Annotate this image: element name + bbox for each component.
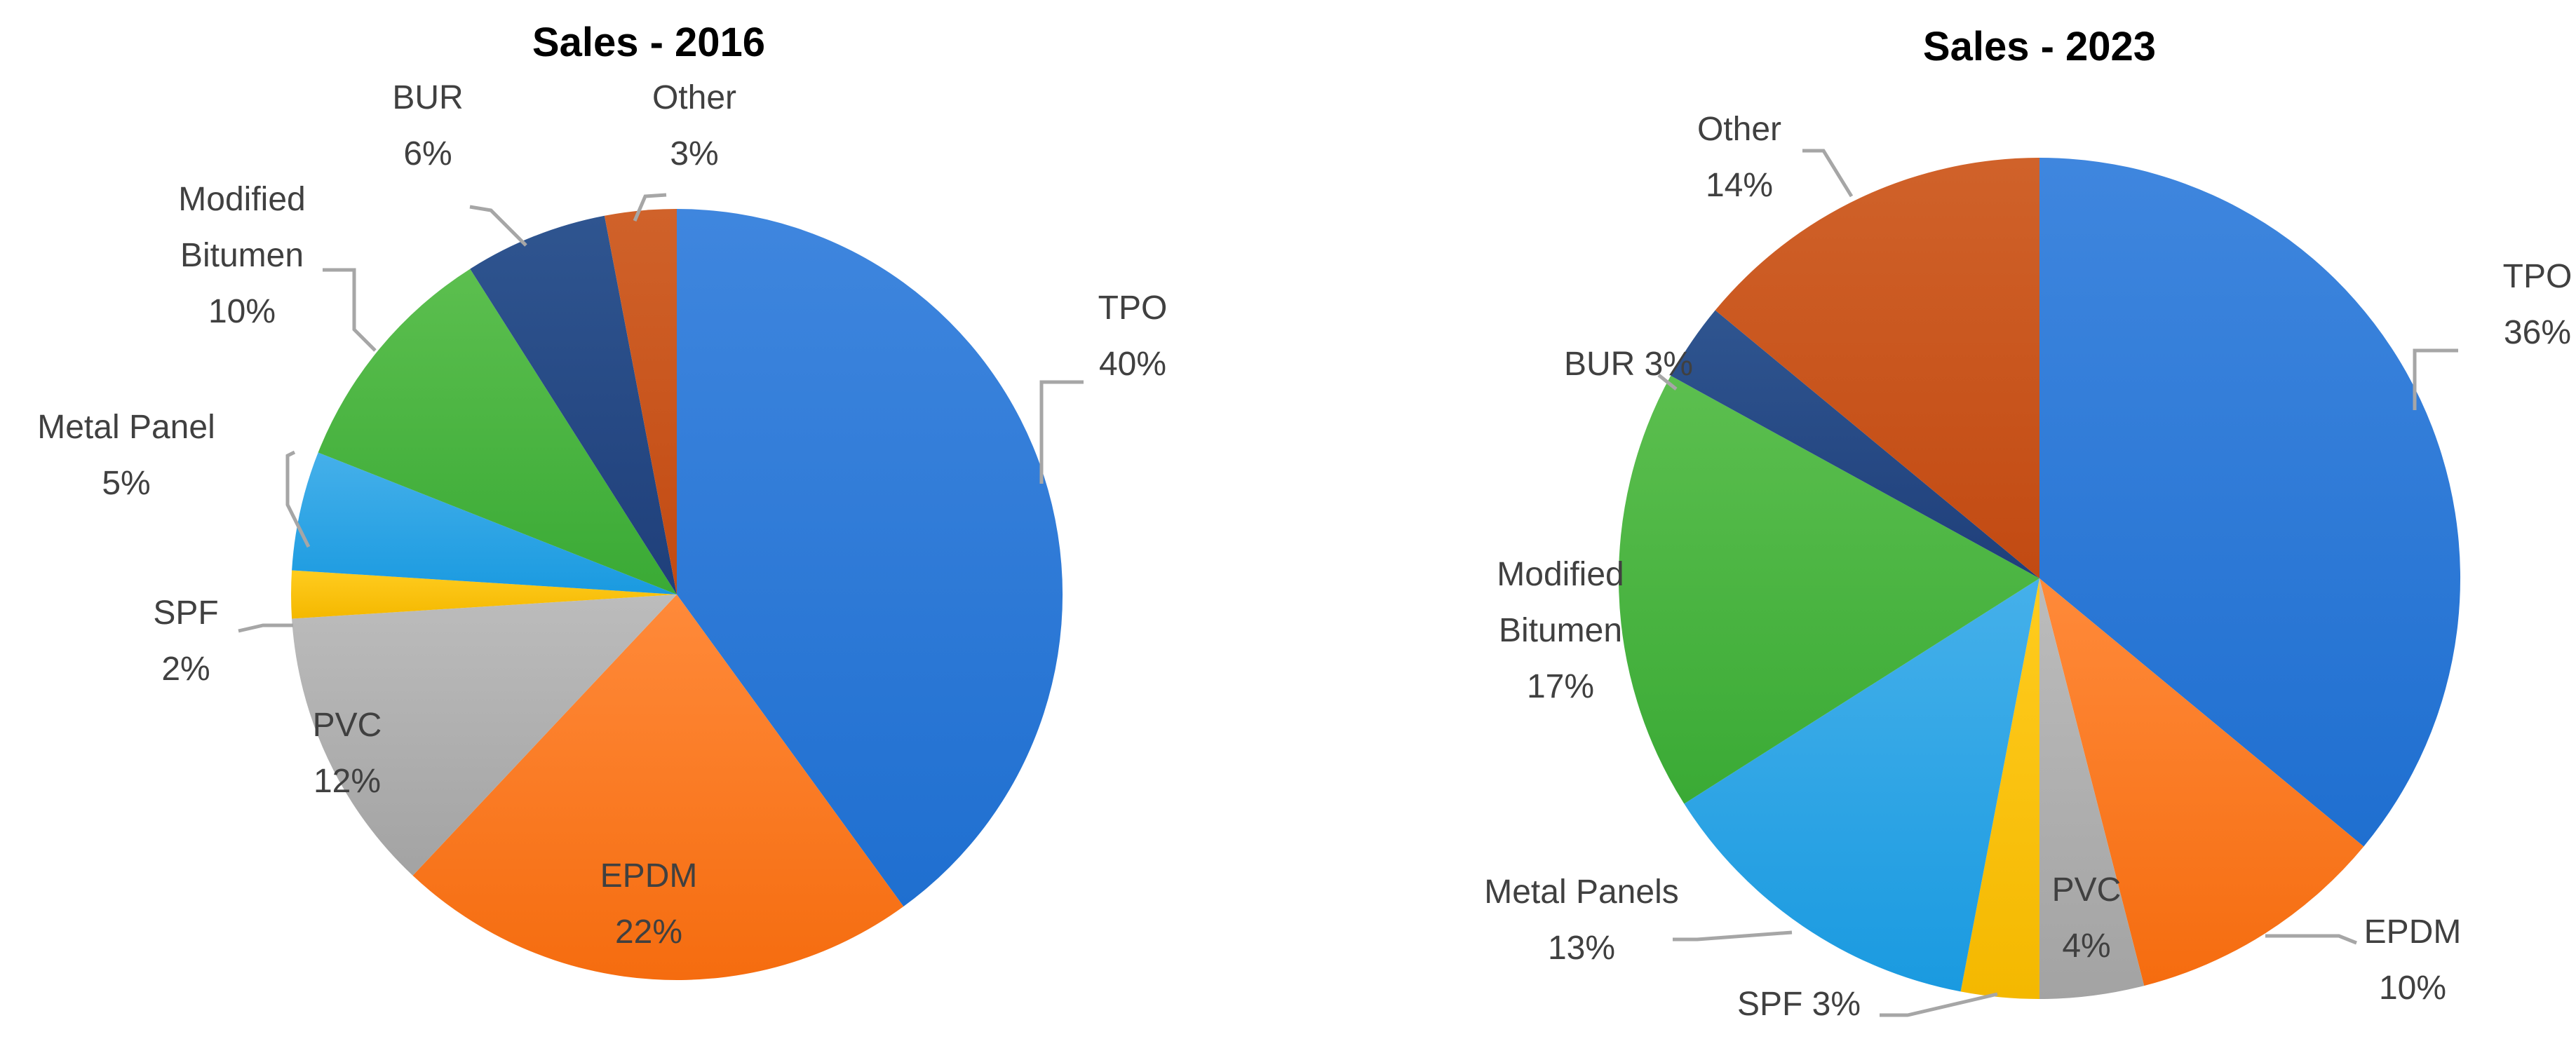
data-label-other: Other 14% [1697, 111, 1781, 204]
pie-slice-tpo [2039, 158, 2461, 847]
pie-slice-pvc [292, 594, 677, 876]
data-label-spf: SPF 2% [153, 594, 218, 688]
leader-line-epdm [2265, 934, 2357, 945]
data-label-other: Other 3% [652, 79, 736, 172]
leader-line-bur [1657, 374, 1678, 390]
chart-title-2023: Sales - 2023 [1923, 24, 2156, 69]
data-labels-2016: TPO 40% EPDM 22% PVC 12% SPF 2% Metal Panel 5% Mod… [37, 79, 1167, 951]
leader-lines-2023 [1657, 149, 2458, 1017]
slices-2016 [291, 208, 1063, 981]
pie-slice-bur [470, 215, 677, 594]
data-label-epdm: EPDM 10% [2364, 913, 2462, 1007]
pie-chart-2016: Sales - 2016 TPO 40% EPDM 22% PVC 12% SPF 2% Met… [37, 20, 1167, 981]
leader-lines-2016 [238, 193, 1084, 633]
data-label-metal-panels: Metal Panels 13% [1484, 874, 1678, 967]
pie-slice-modified-bitumen [1618, 375, 2039, 804]
data-label-pvc: PVC 12% [313, 707, 382, 800]
leader-line-bur [469, 205, 527, 247]
pie-slice-modified-bitumen [318, 269, 677, 594]
leader-line-tpo [2413, 348, 2458, 410]
leader-line-other [1802, 149, 1854, 198]
data-label-pvc: PVC 4% [2052, 871, 2122, 965]
leader-line-tpo [1039, 380, 1084, 484]
data-label-modified-bitumen: Modified Bitumen 10% [178, 181, 305, 330]
leader-line-spf [238, 623, 293, 633]
leader-line-other [633, 193, 667, 222]
data-label-tpo: TPO 40% [1098, 290, 1168, 383]
pie-slice-epdm [2039, 578, 2364, 986]
data-label-spf: SPF 3% [1737, 986, 1861, 1023]
leader-line-spf [1880, 992, 1998, 1017]
data-label-modified-bitumen: Modified Bitumen 17% [1497, 556, 1624, 705]
data-label-tpo: TPO 36% [2503, 258, 2572, 351]
pie-slice-pvc [2039, 578, 2145, 999]
leader-line-metal-panels [1673, 930, 1793, 942]
leader-line-modified-bitumen [323, 268, 377, 352]
leader-line-metal-panel [285, 450, 311, 548]
chart-title-2016: Sales - 2016 [532, 20, 765, 65]
data-label-epdm: EPDM 22% [600, 857, 698, 951]
pie-slice-epdm [412, 594, 904, 981]
data-label-bur: BUR 6% [392, 79, 463, 172]
pie-slice-other [1715, 158, 2039, 578]
pie-slice-spf [1960, 578, 2039, 999]
slices-2023 [1618, 158, 2461, 999]
pie-slice-spf [291, 570, 677, 619]
pie-slice-metal-panels [1684, 578, 2039, 992]
pie-slice-other [604, 208, 677, 594]
pie-chart-2023: Sales - 2023 TPO 36% EPDM 10% PVC 4% SPF 3% Met… [1484, 24, 2572, 1023]
pie-slice-metal-panel [292, 452, 677, 594]
data-label-bur: BUR 3% [1564, 346, 1693, 383]
pie-slice-tpo [677, 209, 1063, 906]
data-label-metal-panel: Metal Panel 5% [37, 409, 215, 502]
data-labels-2023: TPO 36% EPDM 10% PVC 4% SPF 3% Metal Panels 13% M… [1484, 111, 2572, 1023]
pie-slice-bur [1671, 310, 2039, 578]
